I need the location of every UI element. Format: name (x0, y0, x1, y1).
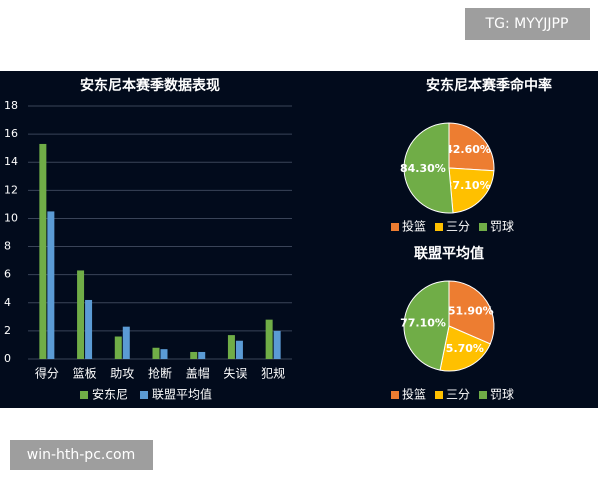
legend-swatch (435, 223, 443, 231)
x-tick-label: 助攻 (110, 367, 134, 381)
slice-label: 35.70% (438, 342, 484, 355)
legend-label: 投篮 (402, 219, 426, 234)
pie-slice (448, 122, 495, 172)
site-box (10, 440, 153, 470)
y-tick-label: 2 (4, 324, 11, 337)
bar (122, 326, 130, 359)
pie-slice (403, 122, 454, 214)
slice-label: 51.90% (448, 305, 494, 318)
legend-label: 三分 (446, 388, 470, 402)
x-tick-label: 抢断 (148, 366, 172, 381)
x-tick-label: 盖帽 (186, 366, 210, 381)
slice-label: 37.10% (445, 179, 491, 192)
y-tick-label: 0 (4, 352, 11, 365)
chart-title: 安东尼本赛季数据表现 (80, 77, 220, 94)
bar (77, 270, 85, 359)
bar (160, 349, 168, 359)
chart-title: 安东尼本赛季命中率 (426, 77, 552, 94)
legend-swatch (479, 391, 487, 399)
legend-swatch (479, 223, 487, 231)
y-tick-label: 10 (4, 211, 18, 224)
legend-label: 罚球 (490, 220, 514, 234)
slice-label: 77.10% (400, 316, 446, 329)
legend-swatch (80, 391, 88, 399)
chart-title: 联盟平均值 (414, 245, 484, 262)
pie-slice (439, 325, 491, 372)
legend-label: 联盟平均值 (152, 387, 212, 402)
tag-text: TG: MYYJJPP (485, 16, 569, 32)
y-tick-label: 18 (4, 99, 18, 112)
bar (152, 347, 160, 359)
chart-panel (0, 71, 598, 408)
x-tick-label: 得分 (35, 366, 59, 381)
pie-slice (448, 167, 495, 214)
legend-swatch (140, 391, 148, 399)
bar (47, 211, 55, 359)
site-text: win-hth-pc.com (27, 447, 136, 463)
y-tick-label: 16 (4, 127, 18, 140)
bar (198, 351, 206, 359)
y-tick-label: 14 (4, 155, 18, 168)
y-tick-label: 8 (4, 240, 11, 253)
legend-label: 安东尼 (92, 387, 128, 402)
bar (39, 143, 47, 359)
bar (114, 336, 122, 359)
bar (227, 335, 235, 359)
x-tick-label: 犯规 (261, 366, 285, 381)
pie-slice (403, 280, 450, 371)
bar (85, 299, 93, 359)
tag-box (465, 8, 590, 40)
bar (265, 319, 273, 359)
bar (235, 340, 243, 359)
legend-label: 投篮 (402, 387, 426, 402)
x-tick-label: 失误 (223, 366, 247, 381)
bar (190, 351, 198, 359)
y-tick-label: 4 (4, 296, 11, 309)
legend-label: 三分 (446, 220, 470, 234)
slice-label: 42.60% (445, 143, 491, 156)
y-tick-label: 6 (4, 268, 11, 281)
y-tick-label: 12 (4, 183, 18, 196)
slice-label: 84.30% (400, 162, 446, 175)
legend-swatch (391, 391, 399, 399)
legend-swatch (391, 223, 399, 231)
x-tick-label: 篮板 (73, 366, 97, 381)
legend-swatch (435, 391, 443, 399)
legend-label: 罚球 (490, 388, 514, 402)
bar (273, 330, 281, 359)
pie-slice (448, 280, 495, 345)
